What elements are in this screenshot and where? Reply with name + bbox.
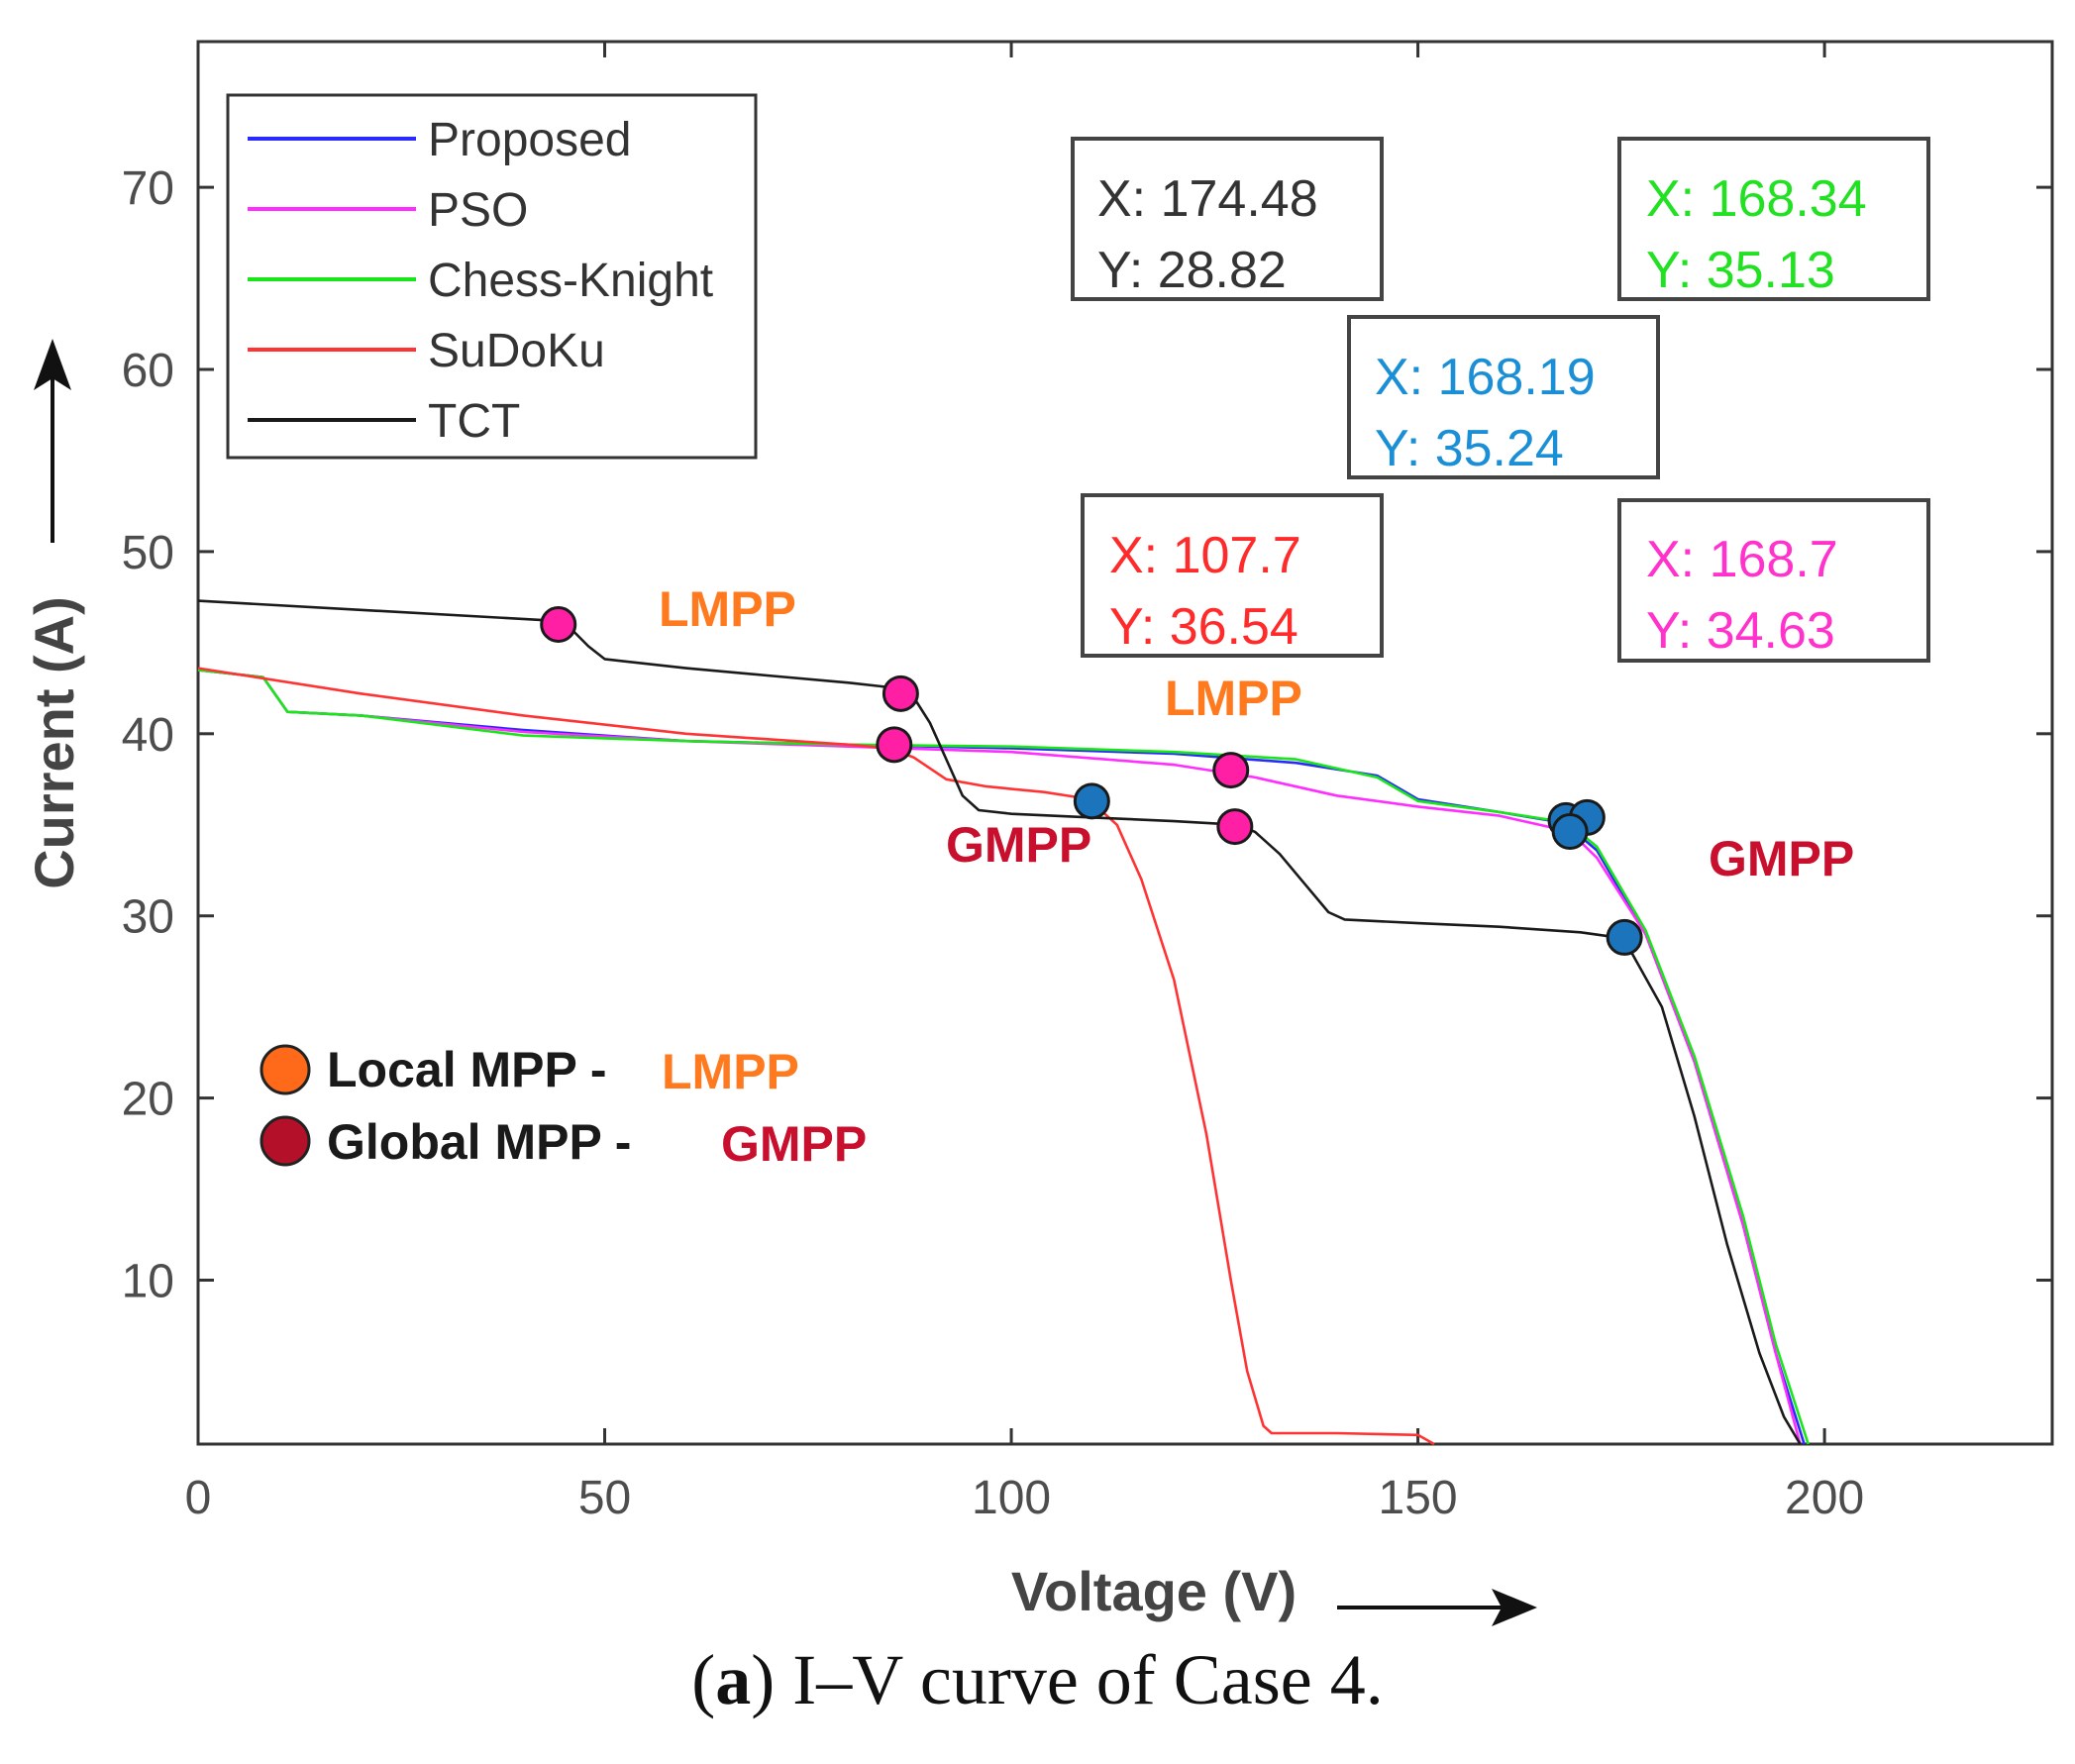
caption-text: I–V curve of Case 4.: [792, 1640, 1384, 1719]
datatip-pso-y: Y: 34.63: [1646, 602, 1835, 660]
y-tick-label: 20: [122, 1074, 174, 1126]
y-tick-label: 50: [122, 527, 174, 579]
local-mpp-label: Local MPP -: [327, 1042, 606, 1097]
local-mpp-marker: [1212, 752, 1250, 789]
local-mpp-abbr: LMPP: [662, 1044, 799, 1099]
datatip-pso-x: X: 168.7: [1646, 531, 1838, 588]
local-mpp-marker: [540, 605, 577, 643]
series-lines: [197, 599, 1810, 1446]
y-tick-label: 10: [122, 1255, 174, 1307]
x-tick-label: 0: [185, 1472, 212, 1524]
y-tick-label: 70: [122, 162, 174, 215]
lmpp-label-left: LMPP: [659, 581, 796, 637]
figure-caption: (a) I–V curve of Case 4.: [691, 1640, 1384, 1719]
datatip-sudoku-x: X: 107.7: [1109, 527, 1301, 584]
x-tick-label: 150: [1379, 1472, 1458, 1524]
y-tick-label: 30: [122, 891, 174, 944]
gmpp-label-right: GMPP: [1709, 831, 1854, 886]
legend-box: [226, 93, 758, 460]
lmpp-label-middle: LMPP: [1165, 671, 1302, 726]
legend-label-pso: PSO: [428, 184, 528, 237]
global-mpp-label: Global MPP -: [327, 1114, 631, 1170]
y-axis-arrow: [34, 339, 71, 543]
datatip-sudoku-y: Y: 36.54: [1109, 598, 1298, 656]
datatip-chess-knight-y: Y: 35.13: [1646, 242, 1835, 299]
x-axis-arrow: [1337, 1589, 1537, 1626]
datatip-chess-knight-x: X: 168.34: [1646, 170, 1867, 228]
x-tick-label: 50: [578, 1472, 631, 1524]
local-mpp-dot: [259, 1044, 311, 1095]
x-tick-label: 100: [972, 1472, 1051, 1524]
datatip-chess-knight: X: 168.34 Y: 35.13: [1617, 137, 1930, 301]
local-mpp-marker: [1216, 808, 1254, 846]
datatip-sudoku: X: 107.7 Y: 36.54: [1081, 493, 1384, 658]
local-mpp-marker: [876, 726, 913, 764]
mpp-markers: [540, 605, 1643, 956]
datatip-tct-x: X: 174.48: [1097, 170, 1318, 228]
legend-label-tct: TCT: [428, 395, 520, 448]
legend-label-chess-knight: Chess-Knight: [428, 255, 713, 307]
y-tick-label: 40: [122, 709, 174, 762]
series-legend: Proposed PSO Chess-Knight SuDoKu TCT: [226, 93, 758, 460]
local-mpp-marker: [882, 674, 919, 712]
gmpp-label-middle: GMPP: [946, 817, 1091, 873]
datatip-proposed-y: Y: 35.24: [1375, 420, 1564, 477]
global-mpp-marker: [1073, 782, 1110, 820]
datatip-tct: X: 174.48 Y: 28.82: [1071, 137, 1384, 301]
global-mpp-marker: [1551, 813, 1589, 851]
axis-tick-labels: 0 50 100 150 200 10 20 30 40 50 60 70: [122, 162, 1865, 1524]
datatip-proposed: X: 168.19 Y: 35.24: [1347, 315, 1660, 479]
global-mpp-marker: [1606, 918, 1643, 956]
x-tick-label: 200: [1785, 1472, 1864, 1524]
series-line-chess-knight: [197, 669, 1810, 1445]
y-tick-label: 60: [122, 345, 174, 397]
mpp-legend: Local MPP - LMPP Global MPP - GMPP: [259, 1042, 867, 1172]
series-line-tct: [197, 599, 1802, 1445]
y-axis-title: Current (A): [23, 596, 85, 889]
legend-label-sudoku: SuDoKu: [428, 325, 605, 377]
datatip-pso: X: 168.7 Y: 34.63: [1617, 498, 1930, 663]
global-mpp-abbr: GMPP: [721, 1116, 867, 1172]
datatip-tct-y: Y: 28.82: [1097, 242, 1287, 299]
axis-ticks: [196, 42, 2052, 1444]
global-mpp-dot: [259, 1115, 311, 1167]
datatip-proposed-x: X: 168.19: [1375, 349, 1596, 406]
legend-label-proposed: Proposed: [428, 114, 631, 166]
caption-letter: a: [715, 1640, 752, 1719]
x-axis-title: Voltage (V): [1011, 1560, 1297, 1622]
